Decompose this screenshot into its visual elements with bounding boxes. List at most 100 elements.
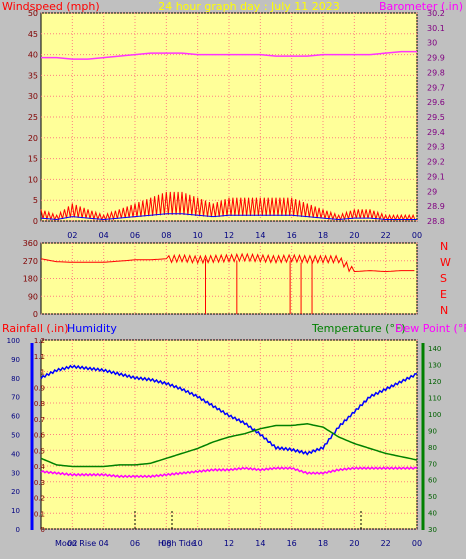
high-tide-label: High Tide xyxy=(158,539,196,548)
wind-direction-line xyxy=(40,252,415,273)
humidity-y-tick-label: 40 xyxy=(11,450,20,458)
rain-y-tick-label: 0.6 xyxy=(34,432,46,440)
humidity-line xyxy=(40,364,418,456)
humidity-axis-title: Humidity xyxy=(67,322,117,335)
humidity-y-tick-label: 0 xyxy=(16,526,20,534)
bottom-axis-ticks: 02 04 06 08 10 12 14 16 18 20 22 000102030405060708… xyxy=(7,337,442,548)
barometer-y-tick-label: 30.1 xyxy=(427,24,445,33)
x-tick-label: 08 xyxy=(161,231,171,240)
barometer-y-tick-label: 30 xyxy=(427,39,437,48)
x-tick-label: 20 xyxy=(349,231,359,240)
dewpoint-line xyxy=(40,466,418,479)
direction-y-tick-label: 360 xyxy=(23,239,38,248)
wind-y-tick-label: 15 xyxy=(28,155,38,164)
compass-label-e: E xyxy=(440,288,447,301)
rain-y-tick-label: 0.5 xyxy=(34,447,45,455)
barometer-y-tick-label: 30.2 xyxy=(427,9,445,18)
humidity-y-tick-label: 80 xyxy=(11,375,20,383)
temperature-y-tick-label: 110 xyxy=(428,395,441,403)
temperature-y-tick-label: 80 xyxy=(428,444,437,452)
compass-label-n-top: N xyxy=(440,240,448,253)
rain-y-tick-label: 1.2 xyxy=(34,337,45,345)
x-tick-label: 18 xyxy=(318,231,328,240)
wind-y-tick-label: 10 xyxy=(28,175,38,184)
temperature-y-tick-label: 40 xyxy=(428,510,437,518)
x-tick-label: 06 xyxy=(130,231,140,240)
barometer-line xyxy=(41,50,417,60)
direction-y-tick-label: 0 xyxy=(33,310,38,319)
series-layer xyxy=(40,50,418,479)
temperature-axis-title: Temperature (°F) xyxy=(311,322,406,335)
humidity-y-tick-label: 90 xyxy=(11,356,20,364)
x-tick-label: 02 xyxy=(67,539,77,548)
rain-y-tick-label: 0.8 xyxy=(34,400,45,408)
top-plot-area xyxy=(40,12,418,222)
x-tick-label: 04 xyxy=(99,231,109,240)
wind-average-line xyxy=(40,213,417,221)
x-tick-label: 10 xyxy=(193,231,203,240)
barometer-y-tick-label: 29.7 xyxy=(427,83,445,92)
barometer-y-tick-label: 29 xyxy=(427,187,437,196)
wind-y-tick-label: 40 xyxy=(28,51,38,60)
barometer-y-tick-label: 28.8 xyxy=(427,217,445,226)
x-tick-label: 00 xyxy=(412,539,422,548)
chart-title: 24 hour graph day : July 11 2023 xyxy=(158,0,340,13)
direction-axis-ticks: 0 90 180 270 360 xyxy=(23,239,38,319)
barometer-y-tick-label: 29.6 xyxy=(427,98,445,107)
barometer-axis-title: Barometer (.in) xyxy=(379,0,463,13)
wind-y-tick-label: 20 xyxy=(28,134,38,143)
x-tick-label: 14 xyxy=(255,539,265,548)
temperature-y-tick-label: 100 xyxy=(428,411,441,419)
humidity-y-tick-label: 60 xyxy=(11,413,20,421)
x-tick-label: 06 xyxy=(130,539,140,548)
top-axis-ticks: 02 04 06 08 10 12 14 16 18 20 22 000510152025303540… xyxy=(28,9,445,240)
compass-label-w: W xyxy=(440,256,451,269)
direction-plot-area xyxy=(40,242,418,315)
wind-y-tick-label: 5 xyxy=(33,196,38,205)
direction-y-tick-label: 180 xyxy=(23,275,38,284)
x-tick-label: 20 xyxy=(349,539,359,548)
rain-y-tick-label: 0 xyxy=(41,526,45,534)
temperature-y-tick-label: 30 xyxy=(428,526,437,534)
barometer-y-tick-label: 29.5 xyxy=(427,113,445,122)
x-tick-label: 18 xyxy=(318,539,328,548)
barometer-y-tick-label: 29.3 xyxy=(427,143,445,152)
humidity-y-tick-label: 50 xyxy=(11,432,20,440)
humidity-y-tick-label: 100 xyxy=(7,337,20,345)
rain-y-tick-label: 0.9 xyxy=(34,384,45,392)
rain-y-tick-label: 0.7 xyxy=(34,416,45,424)
windspeed-line xyxy=(40,191,416,222)
wind-y-tick-label: 50 xyxy=(28,9,38,18)
temperature-y-tick-label: 120 xyxy=(428,378,441,386)
barometer-y-tick-label: 29.2 xyxy=(427,158,445,167)
moon-rise-label: Moon Rise xyxy=(55,539,96,548)
rain-y-tick-label: 0.3 xyxy=(34,479,45,487)
x-tick-label: 16 xyxy=(287,231,297,240)
x-tick-label: 08 xyxy=(161,539,171,548)
wind-y-tick-label: 0 xyxy=(33,217,38,226)
rain-y-tick-label: 1.1 xyxy=(34,353,45,361)
compass-label-n-bottom: N xyxy=(440,304,448,317)
barometer-y-tick-label: 29.8 xyxy=(427,68,445,77)
direction-y-tick-label: 90 xyxy=(28,292,38,301)
barometer-y-tick-label: 29.9 xyxy=(427,54,445,63)
rain-y-tick-label: 0.4 xyxy=(34,463,46,471)
humidity-y-tick-label: 70 xyxy=(11,394,20,402)
wind-y-tick-label: 25 xyxy=(28,113,38,122)
temperature-y-tick-label: 70 xyxy=(428,460,437,468)
x-tick-label: 22 xyxy=(381,231,391,240)
barometer-y-tick-label: 29.1 xyxy=(427,172,445,181)
x-tick-label: 10 xyxy=(193,539,203,548)
wind-y-tick-label: 35 xyxy=(28,71,38,80)
windspeed-axis-title: Windspeed (mph) xyxy=(2,0,100,13)
temperature-y-tick-label: 50 xyxy=(428,493,437,501)
temperature-line xyxy=(40,423,418,468)
rain-y-tick-label: 1 xyxy=(41,369,45,377)
wind-y-tick-label: 30 xyxy=(28,92,38,101)
rain-y-tick-label: 0.1 xyxy=(34,510,45,518)
temperature-y-tick-label: 60 xyxy=(428,477,437,485)
barometer-y-tick-label: 29.4 xyxy=(427,128,445,137)
humidity-y-tick-label: 30 xyxy=(11,469,20,477)
